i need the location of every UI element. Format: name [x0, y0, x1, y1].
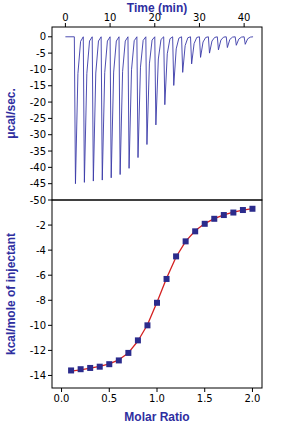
x-tick — [204, 388, 205, 392]
y-axis-title: μcal/sec. — [4, 88, 18, 139]
data-point — [249, 206, 255, 212]
data-point — [183, 238, 189, 244]
y-tick — [48, 36, 52, 37]
y-tick — [48, 183, 52, 184]
y-tick-label: -20 — [30, 97, 46, 108]
y-tick-label: -25 — [30, 113, 46, 124]
y-tick — [48, 300, 52, 301]
data-point — [211, 216, 217, 222]
x-axis-title: Molar Ratio — [124, 410, 189, 424]
x-tick-label: 1.5 — [197, 393, 213, 404]
itc-figure: 0102030400-5-10-15-20-25-30-35-40-45-50T… — [0, 0, 283, 439]
y-tick — [48, 200, 52, 201]
y-tick-label: 0 — [40, 31, 46, 42]
data-point — [230, 210, 236, 216]
data-point — [135, 337, 141, 343]
y-tick-label: -40 — [30, 162, 46, 173]
data-point — [154, 300, 160, 306]
y-tick — [48, 250, 52, 251]
data-point — [125, 350, 131, 356]
y-tick-label: -10 — [30, 320, 46, 331]
x-tick-label: 40 — [238, 12, 251, 23]
y-tick-label: -14 — [30, 370, 46, 381]
x-tick-label: 0.5 — [101, 393, 117, 404]
data-point — [144, 322, 150, 328]
y-tick — [48, 102, 52, 103]
x-tick-label: 0.0 — [54, 393, 70, 404]
data-point — [116, 357, 122, 363]
x-tick-label: 10 — [104, 12, 117, 23]
x-tick-label: 0 — [62, 12, 68, 23]
y-tick-label: -15 — [30, 80, 46, 91]
y-tick-label: -35 — [30, 146, 46, 157]
data-point — [106, 361, 112, 367]
y-tick — [48, 69, 52, 70]
data-point — [240, 207, 246, 213]
x-tick — [157, 388, 158, 392]
plot-area — [65, 37, 253, 184]
x-tick — [252, 388, 253, 392]
y-tick-label: -10 — [30, 64, 46, 75]
data-point — [78, 366, 84, 372]
y-tick — [48, 275, 52, 276]
data-line — [71, 209, 252, 371]
data-point — [173, 253, 179, 259]
x-tick — [109, 388, 110, 392]
x-tick-label: 2.0 — [245, 393, 261, 404]
plot-frame — [52, 27, 262, 200]
y-tick-label: -2 — [36, 220, 46, 231]
x-tick-label: 1.0 — [149, 393, 165, 404]
data-point — [192, 228, 198, 234]
y-tick-label: -8 — [36, 295, 46, 306]
y-tick — [48, 134, 52, 135]
panel: 0.0 0.5 1.0 1.5 2.0 -2 -4 -6 -8 -10 -12 -14 Molar Ra… — [4, 200, 262, 424]
plot-area — [68, 206, 255, 374]
x-tick — [154, 23, 155, 27]
data-point — [87, 365, 93, 371]
y-tick — [48, 325, 52, 326]
x-tick — [61, 388, 62, 392]
y-axis-title: kcal/mole of injectant — [4, 233, 18, 355]
x-tick — [244, 23, 245, 27]
y-tick — [48, 118, 52, 119]
data-point — [68, 367, 74, 373]
y-tick — [48, 225, 52, 226]
y-tick-label: -30 — [30, 129, 46, 140]
y-tick — [48, 375, 52, 376]
x-tick — [110, 23, 111, 27]
data-point — [97, 364, 103, 370]
data-line — [65, 37, 253, 184]
data-point — [202, 221, 208, 227]
y-tick-label: -50 — [30, 195, 46, 206]
y-tick-label: -6 — [36, 270, 46, 281]
y-tick-label: -5 — [36, 48, 46, 59]
y-tick — [48, 350, 52, 351]
x-tick-label: 30 — [193, 12, 206, 23]
y-tick — [48, 151, 52, 152]
x-tick — [65, 23, 66, 27]
plot-frame — [52, 200, 262, 388]
panel: 0102030400-5-10-15-20-25-30-35-40-45-50T… — [4, 1, 262, 206]
y-tick-label: -12 — [30, 345, 46, 356]
y-tick-label: -4 — [36, 245, 46, 256]
data-point — [164, 276, 170, 282]
y-tick — [48, 53, 52, 54]
x-axis-title: Time (min) — [127, 1, 187, 15]
y-tick — [48, 167, 52, 168]
y-tick — [48, 85, 52, 86]
y-tick-label: -45 — [30, 178, 46, 189]
x-tick — [199, 23, 200, 27]
data-point — [221, 212, 227, 218]
